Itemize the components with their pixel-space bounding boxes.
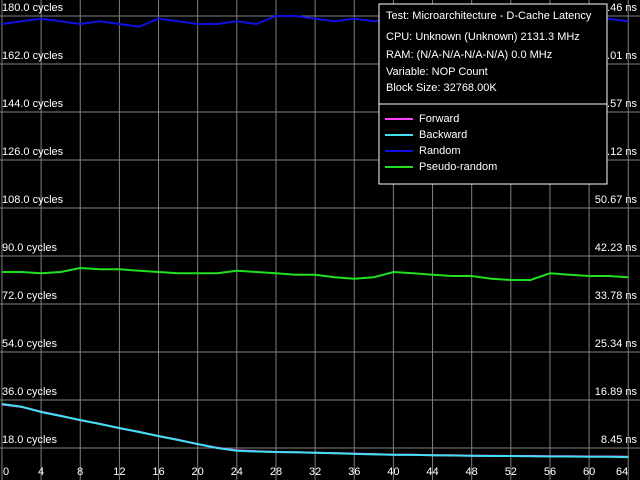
legend-label: Pseudo-random	[419, 161, 497, 173]
y-tick-label: 126.0 cycles	[2, 146, 64, 158]
info-text: RAM: (N/A-N/A-N/A-N/A) 0.0 MHz	[386, 49, 552, 61]
legend-label: Forward	[419, 113, 459, 125]
series-line	[2, 266, 629, 281]
legend-label: Backward	[419, 129, 467, 141]
info-box	[378, 3, 608, 185]
x-tick-label: 0	[3, 466, 9, 478]
y-tick-label: 90.0 cycles	[2, 242, 58, 254]
legend: Test: Microarchitecture - D-Cache Latenc…	[379, 10, 607, 173]
x-tick-label: 28	[270, 466, 282, 478]
x-tick-label: 52	[505, 466, 517, 478]
x-tick-label: 4	[38, 466, 44, 478]
x-tick-label: 56	[544, 466, 556, 478]
y-tick-label: 180.0 cycles	[2, 2, 64, 14]
x-tick-label: 48	[466, 466, 478, 478]
legend-label: Random	[419, 145, 461, 157]
y-tick-label: 108.0 cycles	[2, 194, 64, 206]
y2-tick-label: 50.67 ns	[595, 194, 638, 206]
y-tick-label: 54.0 cycles	[2, 338, 58, 350]
y-tick-label: 162.0 cycles	[2, 50, 64, 62]
y2-tick-label: 33.78 ns	[595, 290, 638, 302]
y-tick-label: 72.0 cycles	[2, 290, 58, 302]
x-tick-label: 40	[387, 466, 399, 478]
x-tick-label: 24	[231, 466, 243, 478]
y2-tick-label: 8.45 ns	[601, 434, 638, 446]
x-tick-label: 8	[77, 466, 83, 478]
x-tick-label: 60	[583, 466, 595, 478]
x-tick-label: 36	[348, 466, 360, 478]
y2-tick-label: 16.89 ns	[595, 386, 638, 398]
y-tick-label: 144.0 cycles	[2, 98, 64, 110]
info-text: Block Size: 32768.00K	[386, 82, 497, 94]
series-line	[1, 403, 629, 459]
x-tick-label: 16	[152, 466, 164, 478]
x-tick-label: 44	[426, 466, 438, 478]
y2-tick-label: 42.23 ns	[595, 242, 638, 254]
y2-tick-label: 25.34 ns	[595, 338, 638, 350]
x-tick-label: 12	[113, 466, 125, 478]
x-tick-label: 64	[616, 466, 628, 478]
x-tick-label: 32	[309, 466, 321, 478]
y-tick-label: 36.0 cycles	[2, 386, 58, 398]
info-text: CPU: Unknown (Unknown) 2131.3 MHz	[386, 31, 580, 43]
x-tick-label: 20	[192, 466, 204, 478]
info-text: Variable: NOP Count	[386, 66, 488, 78]
info-text: Test: Microarchitecture - D-Cache Latenc…	[386, 10, 592, 22]
y-tick-label: 18.0 cycles	[2, 434, 58, 446]
